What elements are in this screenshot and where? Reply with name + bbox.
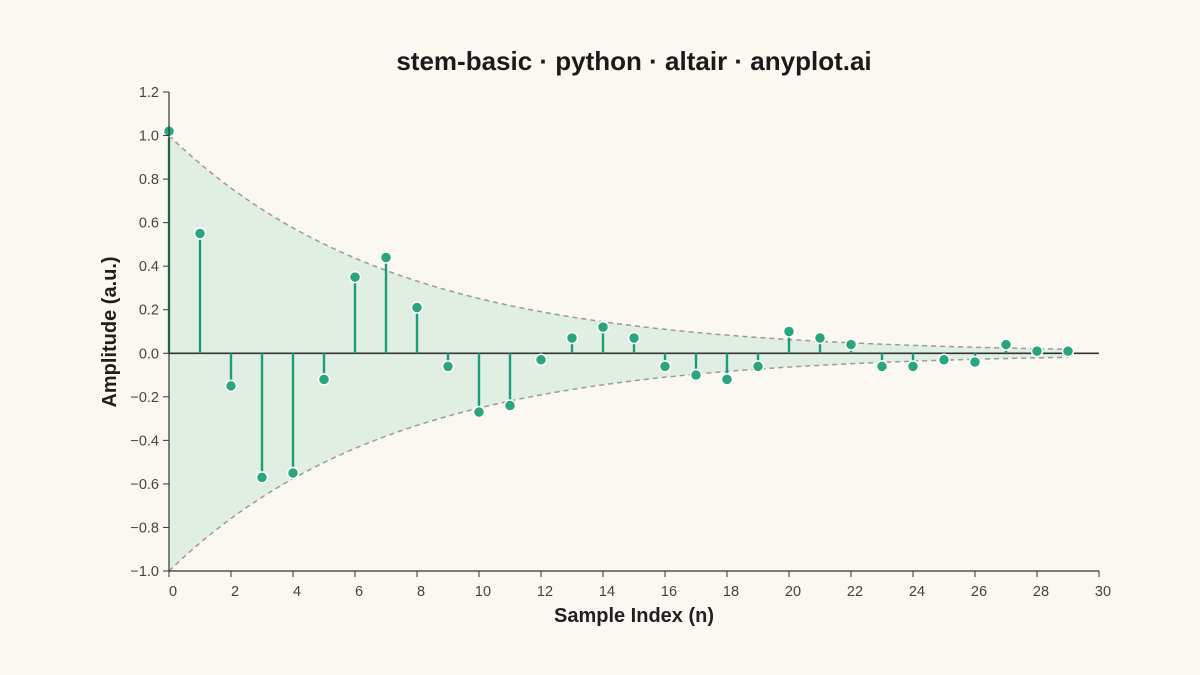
y-axis-title: Amplitude (a.u.) [99,256,121,407]
chart-title: stem-basic · python · altair · anyplot.a… [396,46,871,76]
stem-marker [317,373,331,386]
x-tick-label: 6 [355,584,363,600]
y-tick-label: 1.2 [139,85,159,101]
stem-marker [596,320,610,334]
stem-marker [689,368,703,382]
x-tick-label: 22 [847,584,863,600]
stem-marker [937,353,951,367]
y-tick-label: 0.0 [139,346,159,362]
stem-marker [410,301,424,314]
x-tick-label: 30 [1095,584,1111,600]
x-tick-label: 10 [475,584,491,600]
x-tick-label: 0 [169,584,177,600]
stem-marker [379,251,393,264]
stem-marker [1061,344,1075,358]
stem-marker [875,360,889,373]
x-axis-title: Sample Index (n) [554,605,714,627]
stem-marker [193,227,207,240]
x-tick-label: 8 [417,584,425,600]
stem-marker [720,373,734,386]
x-tick-label: 28 [1033,584,1049,600]
stem-marker [782,325,796,338]
x-tick-label: 26 [971,584,987,600]
x-tick-label: 2 [231,584,239,600]
stem-marker [224,379,238,393]
stem-marker [441,360,455,373]
x-tick-label: 18 [723,584,739,600]
x-tick-label: 4 [293,584,301,600]
stem-marker [286,466,300,480]
y-tick-label: −0.4 [130,433,159,449]
x-tick-label: 20 [785,584,801,600]
y-tick-label: 0.8 [139,172,159,188]
y-tick-label: −1.0 [130,564,159,580]
stem-marker [999,338,1013,351]
stem-marker [627,331,641,345]
x-axis: 0 2 4 6 8 10 12 14 16 18 20 22 24 26 28 30 [168,570,1111,600]
stem-marker [813,331,827,345]
y-tick-label: 1.0 [139,129,159,145]
envelope-upper-line [168,135,1069,351]
stem-marker [565,331,579,345]
stem-marker [503,399,517,412]
stem-marker [348,270,362,284]
y-tick-label: 0.6 [139,216,159,232]
stem-marker [658,360,672,373]
y-tick-label: −0.8 [130,520,159,536]
stem-marker [472,405,486,419]
envelope-lower-line [168,356,1069,572]
y-tick-label: −0.2 [130,390,159,406]
stem-marker [1030,344,1044,358]
stem-marker [534,353,548,367]
y-tick-label: 0.2 [139,303,159,319]
y-tick-label: −0.6 [130,477,159,493]
stem-marker [906,360,920,373]
x-tick-label: 14 [599,584,615,600]
y-axis: −1.0 −0.8 −0.6 −0.4 −0.2 0.0 0.2 0.4 0.6 0.8 1.0 1.… [130,85,170,580]
x-tick-label: 12 [537,584,553,600]
stem-markers [162,124,1075,484]
x-tick-label: 24 [909,584,925,600]
stem-marker [844,338,858,351]
y-tick-label: 0.4 [139,259,159,275]
stem-marker [968,355,982,369]
stem-marker [255,471,269,484]
stem-marker [751,360,765,373]
x-tick-label: 16 [661,584,677,600]
